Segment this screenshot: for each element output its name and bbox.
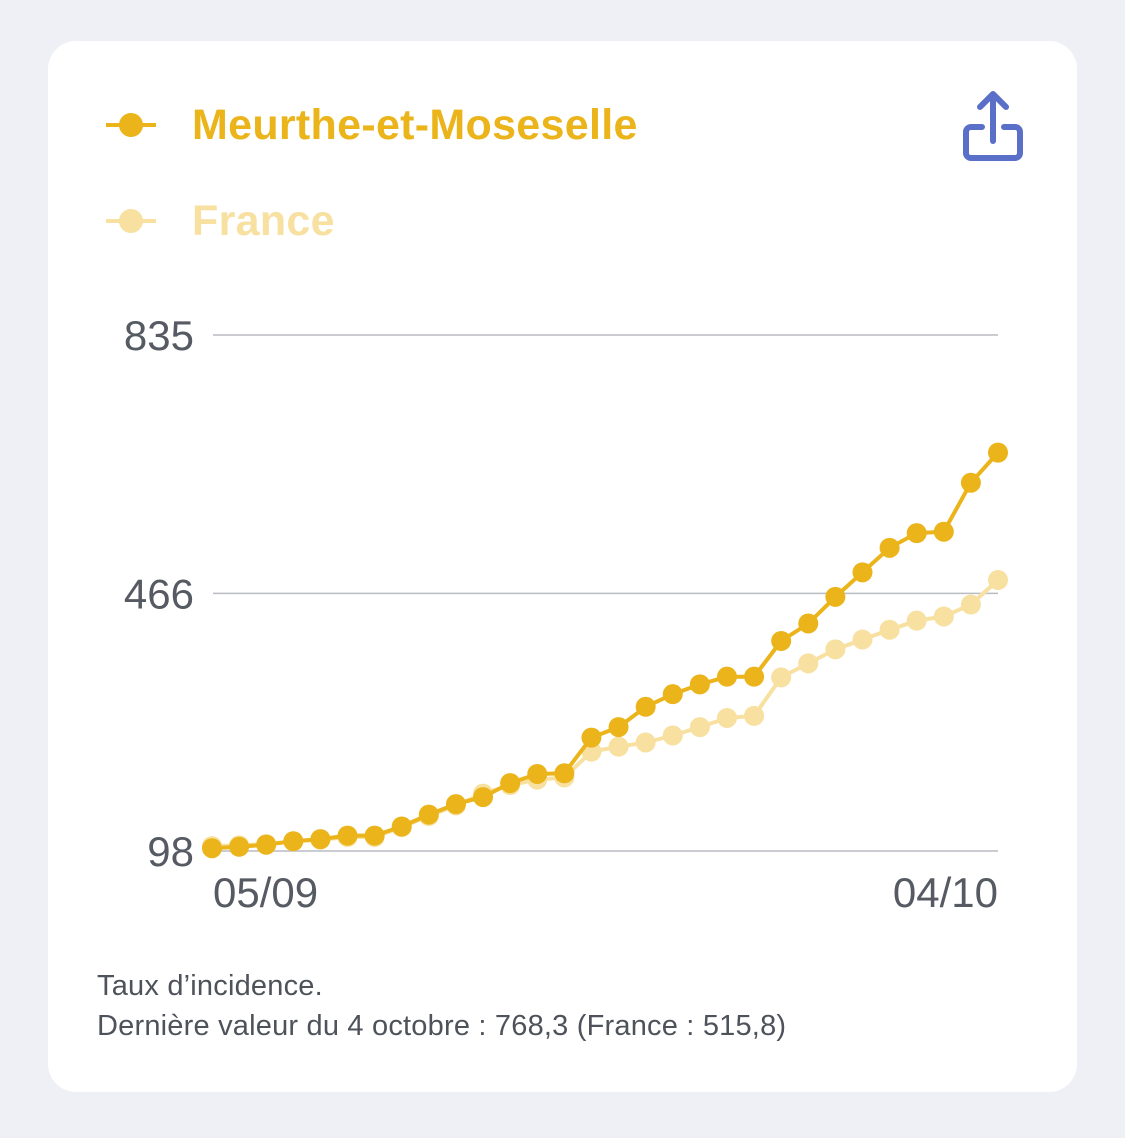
data-point-meurthe-et-moselle-8 — [418, 804, 439, 825]
data-point-meurthe-et-moselle-5 — [337, 825, 358, 846]
series-line-france — [210, 578, 1000, 849]
data-point-meurthe-et-moselle-17 — [662, 684, 683, 705]
y-axis-ticks: 98 466 835 — [124, 312, 194, 875]
data-point-meurthe-et-moselle-4 — [310, 829, 331, 850]
data-point-meurthe-et-moselle-27 — [933, 521, 954, 542]
gridlines — [213, 334, 998, 852]
data-point-france-28 — [960, 594, 981, 615]
data-point-france-18 — [689, 717, 710, 738]
chart-caption: Taux d’incidence. Dernière valeur du 4 o… — [97, 966, 786, 1046]
x-axis-ticks: 05/09 04/10 — [213, 869, 998, 916]
data-point-france-25 — [879, 619, 900, 640]
data-point-meurthe-et-moselle-2 — [256, 834, 277, 855]
legend-item-france[interactable]: France — [106, 191, 335, 251]
incidence-chart: 98 466 835 05/09 04/10 — [124, 312, 1008, 916]
data-point-meurthe-et-moselle-15 — [608, 717, 629, 738]
data-point-meurthe-et-moselle-18 — [689, 674, 710, 695]
data-point-france-16 — [635, 732, 656, 753]
data-point-meurthe-et-moselle-10 — [473, 787, 494, 808]
data-point-meurthe-et-moselle-13 — [554, 763, 575, 784]
data-point-meurthe-et-moselle-11 — [500, 773, 521, 794]
series-line-meurthe-et-moselle — [210, 450, 1000, 851]
data-point-france-26 — [906, 610, 927, 631]
data-point-france-21 — [771, 667, 792, 688]
data-point-meurthe-et-moselle-16 — [635, 696, 656, 717]
y-tick-label-835: 835 — [124, 312, 194, 359]
legend-label-secondary: France — [192, 196, 335, 245]
data-point-meurthe-et-moselle-22 — [798, 613, 819, 634]
share-icon — [963, 91, 1023, 161]
caption-line-1: Taux d’incidence. — [97, 970, 323, 1002]
data-point-meurthe-et-moselle-29 — [988, 442, 1008, 463]
data-point-france-24 — [852, 629, 873, 650]
data-point-france-17 — [662, 725, 683, 746]
data-point-meurthe-et-moselle-19 — [716, 666, 737, 687]
series-meurthe-et-moselle — [202, 442, 1008, 859]
data-point-meurthe-et-moselle-26 — [906, 523, 927, 544]
data-point-meurthe-et-moselle-1 — [229, 836, 250, 857]
data-point-meurthe-et-moselle-9 — [445, 794, 466, 815]
y-tick-label-466: 466 — [124, 570, 194, 617]
share-button[interactable] — [962, 89, 1024, 163]
data-point-france-23 — [825, 639, 846, 660]
data-point-meurthe-et-moselle-6 — [364, 825, 385, 846]
data-point-france-29 — [988, 570, 1008, 591]
data-point-france-20 — [744, 705, 765, 726]
series-france — [202, 570, 1008, 857]
legend-marker-secondary — [106, 209, 156, 233]
legend-dot-secondary — [119, 209, 143, 233]
data-point-meurthe-et-moselle-28 — [960, 472, 981, 493]
data-point-meurthe-et-moselle-24 — [852, 562, 873, 583]
data-point-meurthe-et-moselle-25 — [879, 537, 900, 558]
data-point-meurthe-et-moselle-0 — [202, 838, 222, 859]
legend-item-meurthe-et-moselle[interactable]: Meurthe-et-Moseselle — [106, 95, 638, 155]
chart-card: Meurthe-et-Moseselle France 98 466 835 05/… — [48, 41, 1077, 1092]
data-point-meurthe-et-moselle-12 — [527, 763, 548, 784]
legend-marker-primary — [106, 113, 156, 137]
legend-label-primary: Meurthe-et-Moseselle — [192, 100, 638, 149]
data-point-france-15 — [608, 736, 629, 757]
data-point-meurthe-et-moselle-14 — [581, 727, 602, 748]
caption-line-2: Dernière valeur du 4 octobre : 768,3 (Fr… — [97, 1010, 787, 1042]
data-point-france-19 — [716, 707, 737, 728]
data-point-meurthe-et-moselle-20 — [744, 666, 765, 687]
y-tick-label-98: 98 — [147, 828, 194, 875]
x-tick-label-end: 04/10 — [893, 869, 998, 916]
data-point-meurthe-et-moselle-21 — [771, 630, 792, 651]
x-tick-label-start: 05/09 — [213, 869, 318, 916]
data-point-france-22 — [798, 653, 819, 674]
series-layer — [202, 442, 1008, 859]
legend-dot-primary — [119, 113, 143, 137]
data-point-meurthe-et-moselle-23 — [825, 586, 846, 607]
data-point-meurthe-et-moselle-3 — [283, 831, 304, 852]
data-point-meurthe-et-moselle-7 — [391, 816, 412, 837]
data-point-france-27 — [933, 606, 954, 627]
